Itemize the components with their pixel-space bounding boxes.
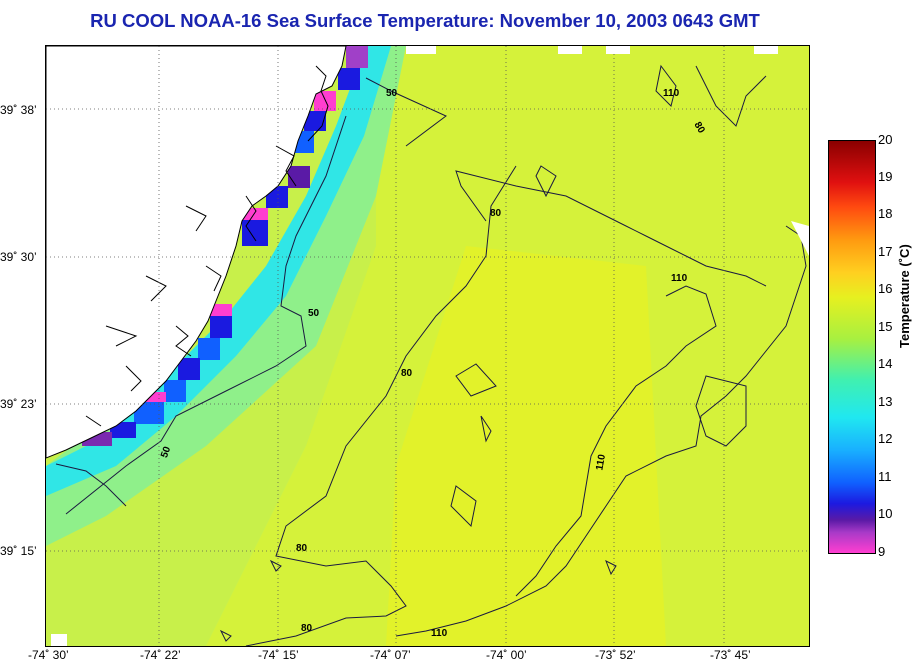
lat-label: 39˚ 38’: [0, 103, 37, 117]
map-title: RU COOL NOAA-16 Sea Surface Temperature:…: [90, 10, 760, 31]
lon-label: -73˚ 52’: [595, 648, 636, 662]
bay-outline: [85, 65, 329, 427]
contour-label: 80: [401, 368, 413, 379]
colorbar-label: Temperature (˚C): [897, 244, 912, 348]
lon-label: -74˚ 30’: [28, 648, 69, 662]
colorbar-tick: 10: [878, 506, 893, 521]
contour-label: 110: [663, 88, 680, 99]
lon-label: -74˚ 22’: [140, 648, 181, 662]
lat-label: 39˚ 23’: [0, 397, 37, 411]
contour-label: 50: [386, 88, 398, 99]
colorbar-tick: 19: [878, 169, 893, 184]
contour-label: 80: [296, 543, 308, 554]
ocean-warm-band: [386, 246, 666, 646]
coastal-cold-band: [46, 46, 391, 496]
lat-label: 39˚ 15’: [0, 544, 37, 558]
colorbar-tick: 12: [878, 431, 893, 446]
colorbar-tick: 20: [878, 132, 893, 147]
colorbar-tick: 9: [878, 544, 886, 559]
lon-label: -74˚ 00’: [486, 648, 527, 662]
contour-label: 110: [671, 273, 688, 284]
contour-label: 80: [301, 623, 313, 634]
contour-label: 50: [159, 445, 173, 460]
colorbar-tick: 15: [878, 319, 893, 334]
temperature-colorbar: [828, 140, 876, 554]
contour-label: 110: [431, 628, 448, 639]
lon-label: -74˚ 07’: [370, 648, 411, 662]
colorbar-tick: 18: [878, 206, 893, 221]
contours: [55, 64, 807, 646]
graticule: [46, 46, 809, 646]
contour-labels: 50 50 50 80 80 80 80 110 110 110 110 80: [159, 88, 707, 639]
colorbar-tick: 16: [878, 281, 893, 296]
contour-label: 80: [490, 208, 502, 219]
lat-label: 39˚ 30’: [0, 250, 37, 264]
colorbar-tick: 11: [878, 469, 892, 484]
colorbar-tick: 14: [878, 356, 893, 371]
lon-label: -74˚ 15’: [258, 648, 299, 662]
lon-label: -73˚ 45’: [710, 648, 751, 662]
no-data-patches: [51, 46, 809, 646]
land-mass: [46, 46, 347, 459]
contour-label: 50: [308, 308, 320, 319]
colorbar-tick: 13: [878, 394, 893, 409]
contour-label: 80: [692, 120, 707, 136]
sst-map: 50 50 50 80 80 80 80 110 110 110 110 80: [45, 45, 810, 647]
sst-map-svg: 50 50 50 80 80 80 80 110 110 110 110 80: [46, 46, 809, 646]
colorbar-tick: 17: [878, 244, 893, 259]
contour-label: 110: [594, 453, 608, 471]
